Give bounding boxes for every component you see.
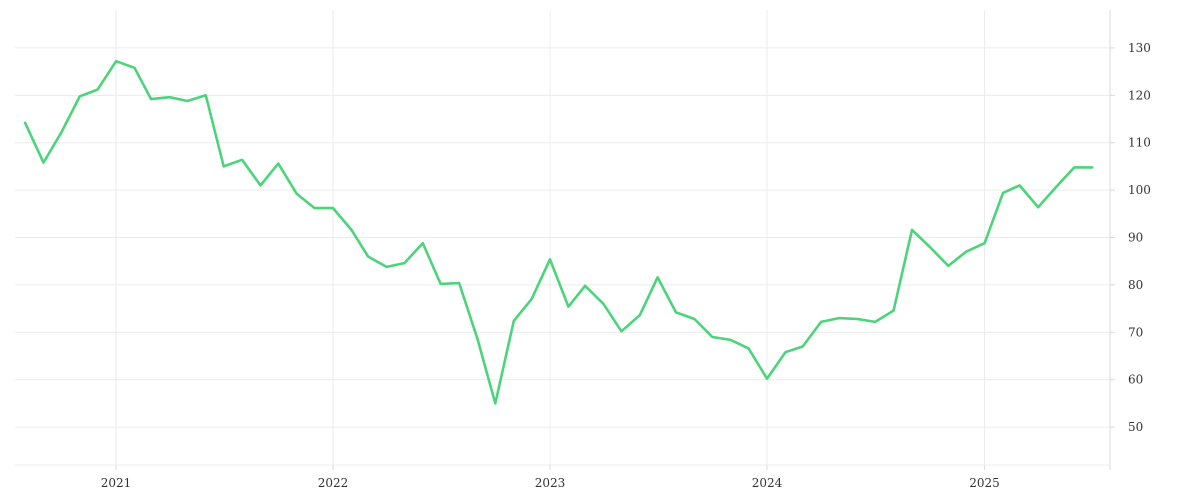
y-tick-label: 80 [1128, 278, 1143, 292]
x-tick-label: 2025 [969, 476, 1000, 490]
y-tick-label: 100 [1128, 183, 1151, 197]
x-tick-label: 2021 [101, 476, 132, 490]
y-tick-label: 110 [1128, 136, 1151, 150]
series-line [23, 59, 1094, 405]
y-tick-label: 90 [1128, 231, 1143, 245]
y-tick-label: 120 [1128, 88, 1151, 102]
axes [15, 10, 1115, 470]
series-layer [23, 59, 1094, 405]
y-tick-label: 70 [1128, 325, 1143, 339]
x-tick-label: 2024 [752, 476, 783, 490]
y-tick-label: 50 [1128, 420, 1143, 434]
grid [15, 10, 1110, 465]
tick-labels: 50 60 70 80 90 100 110 120 130 2021 2022 2023 2024 20… [101, 41, 1151, 490]
x-tick-label: 2022 [318, 476, 349, 490]
x-tick-label: 2023 [535, 476, 566, 490]
y-tick-label: 60 [1128, 373, 1143, 387]
y-tick-label: 130 [1128, 41, 1151, 55]
